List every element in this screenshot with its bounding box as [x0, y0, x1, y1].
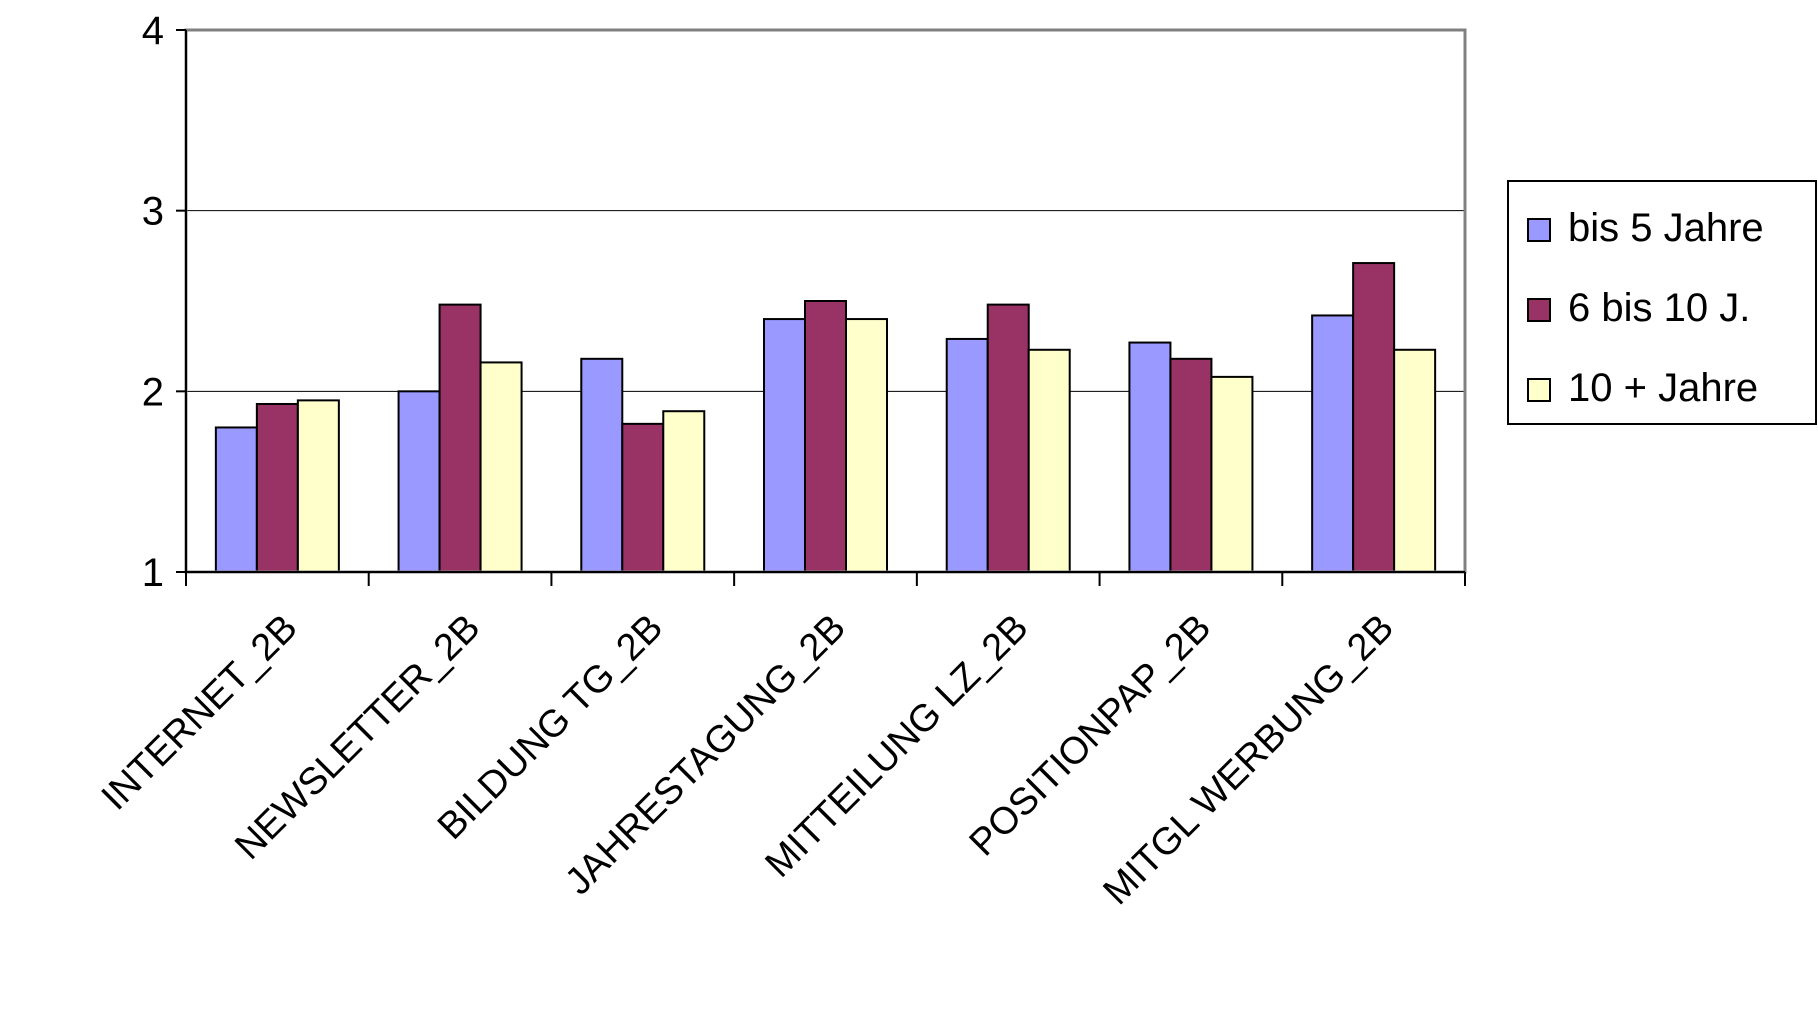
legend: bis 5 Jahre 6 bis 10 J. 10 + Jahre: [1507, 180, 1817, 425]
legend-swatch: [1527, 378, 1551, 402]
bar-1-6: [1128, 341, 1172, 574]
bar-1-5: [945, 337, 989, 573]
bar-2-4: [804, 300, 847, 573]
bar-1-7: [1311, 314, 1355, 573]
bars: [214, 262, 1437, 574]
bar-1-1: [214, 426, 258, 574]
x-category-label: INTERNET_2B: [94, 607, 306, 819]
legend-swatch: [1527, 218, 1551, 242]
legend-box: [1507, 180, 1817, 425]
axes: [176, 29, 1466, 586]
bar-2-5: [986, 303, 1030, 573]
legend-label: 6 bis 10 J.: [1568, 286, 1750, 330]
bar-3-7: [1393, 348, 1437, 573]
x-category-label: MITGL WERBUNG_2B: [1096, 607, 1402, 913]
legend-label: bis 5 Jahre: [1568, 206, 1764, 250]
bar-3-2: [479, 361, 523, 573]
legend-label: 10 + Jahre: [1568, 366, 1758, 410]
y-tick-label: 3: [142, 190, 164, 234]
bar-1-2: [397, 390, 441, 574]
bar-2-7: [1352, 262, 1396, 573]
y-tick-label: 2: [142, 370, 164, 414]
bar-3-5: [1027, 348, 1071, 573]
y-tick-label: 1: [142, 551, 164, 595]
bar-3-4: [845, 318, 888, 574]
bar-2-3: [621, 422, 665, 573]
bar-2-2: [438, 303, 482, 573]
bar-1-4: [763, 318, 806, 574]
bar-1-3: [580, 357, 624, 573]
legend-swatch: [1527, 298, 1551, 322]
bar-3-6: [1210, 375, 1254, 573]
y-tick-labels: 1 2 3 4: [142, 9, 164, 595]
bar-3-3: [662, 410, 706, 573]
bar-2-1: [255, 402, 299, 574]
y-tick-label: 4: [142, 9, 164, 53]
bar-2-6: [1169, 357, 1213, 573]
bar-3-1: [296, 399, 340, 573]
